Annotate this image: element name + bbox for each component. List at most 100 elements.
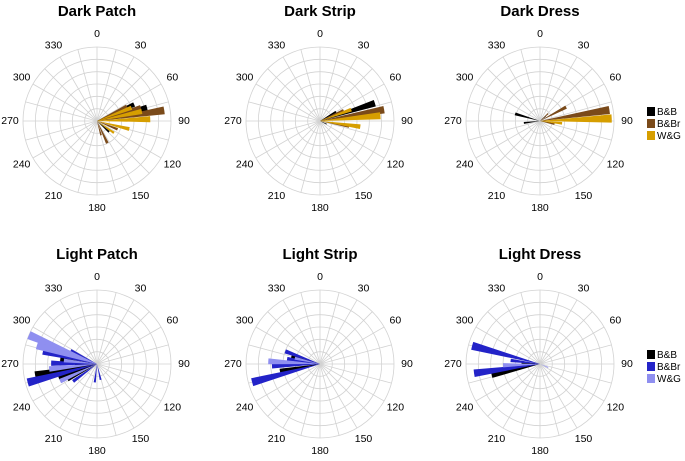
grid-spoke	[96, 344, 169, 365]
series-group	[540, 105, 610, 125]
polar-bar	[540, 105, 567, 121]
grid-spoke	[248, 101, 321, 122]
grid-spoke	[77, 120, 98, 193]
legend-swatch	[647, 131, 655, 140]
grid-spoke	[25, 120, 98, 141]
grid-spoke	[282, 120, 321, 186]
angle-tick-label: 0	[317, 28, 323, 40]
chart-legends: B&BB&BrW&GB&BB&BrW&G	[647, 107, 681, 385]
grid-spoke	[319, 363, 358, 429]
grid-spoke	[300, 363, 321, 436]
polar-bar	[320, 121, 350, 128]
angle-tick-label: 180	[88, 202, 106, 214]
polar-bar	[540, 106, 610, 121]
angle-tick-label: 0	[94, 271, 100, 283]
legend-label: B&B	[657, 350, 677, 361]
angle-tick-label: 120	[607, 401, 625, 413]
grid-spoke	[77, 49, 98, 122]
panel-title: Light Strip	[283, 246, 358, 263]
legend-label: B&Br	[657, 119, 681, 130]
grid-spoke	[475, 326, 541, 365]
angle-tick-label: 150	[575, 190, 593, 202]
angle-tick-label: 270	[444, 115, 462, 127]
angle-tick-label: 270	[224, 358, 242, 370]
grid-spoke	[539, 49, 560, 122]
polar-bar	[97, 121, 130, 131]
polar-panel: Dark Strip 0 30 60 90 120 150 180 210 240 270 300 33…	[224, 3, 413, 214]
angle-tick-label: 150	[355, 433, 373, 445]
polar-bar	[97, 108, 143, 121]
grid-spoke	[96, 363, 150, 417]
grid-spoke	[502, 363, 541, 429]
series-group	[97, 105, 151, 134]
angle-tick-label: 300	[456, 71, 474, 83]
grid-spoke	[319, 344, 392, 365]
grid-spoke	[59, 56, 98, 122]
polar-bar	[48, 364, 97, 372]
polar-bar	[510, 358, 540, 364]
polar-bar	[59, 364, 97, 384]
polar-bar	[268, 358, 320, 365]
polar-bar	[63, 358, 97, 364]
polar-bar	[320, 121, 327, 125]
grid-spoke	[502, 120, 541, 186]
grid-spoke	[539, 120, 593, 174]
polar-bar	[97, 121, 102, 136]
grid-spoke	[539, 120, 560, 193]
grid-spoke	[539, 120, 605, 159]
grid-spoke	[520, 363, 541, 436]
grid-spoke	[282, 56, 321, 122]
legend-label: W&G	[657, 374, 681, 385]
panel-title: Light Dress	[499, 246, 582, 263]
polar-bar	[320, 107, 352, 121]
polar-bar	[284, 349, 320, 364]
angle-tick-label: 210	[268, 190, 286, 202]
polar-bar	[93, 364, 97, 383]
polar-bar	[97, 121, 109, 144]
polar-bar	[540, 113, 549, 121]
grid-spoke	[319, 363, 385, 402]
grid-spoke	[32, 83, 98, 122]
panel-title: Dark Dress	[500, 3, 579, 20]
angle-tick-label: 120	[387, 401, 405, 413]
polar-bar	[540, 121, 563, 125]
grid-spoke	[96, 326, 162, 365]
grid-spoke	[248, 120, 321, 141]
angle-tick-label: 150	[132, 433, 150, 445]
polar-panel: Dark Dress 0 30 60 90 120 150 180 210 240 270 300 33…	[444, 3, 633, 214]
angle-tick-label: 60	[167, 71, 179, 83]
grid-spoke	[255, 326, 321, 365]
grid-spoke	[520, 292, 541, 365]
grid-spoke	[300, 120, 321, 193]
polar-bar	[473, 364, 540, 378]
grid-spoke	[487, 311, 541, 365]
grid-spoke	[539, 363, 612, 384]
grid-spoke	[539, 363, 593, 417]
angle-tick-label: 210	[268, 433, 286, 445]
angle-tick-label: 270	[444, 358, 462, 370]
angle-tick-label: 300	[236, 314, 254, 326]
polar-bar	[26, 364, 97, 387]
legend-label: B&Br	[657, 362, 681, 373]
panel-title: Light Patch	[56, 246, 138, 263]
polar-bar	[97, 116, 151, 123]
polar-bar	[523, 121, 540, 124]
grid-spoke	[502, 299, 541, 365]
angle-tick-label: 330	[268, 282, 286, 294]
grid-spoke	[539, 120, 578, 186]
angle-tick-label: 0	[537, 28, 543, 40]
polar-bar	[294, 356, 320, 364]
angle-tick-label: 30	[358, 39, 370, 51]
grid-spoke	[487, 68, 541, 122]
grid-spoke	[475, 120, 541, 159]
grid-spoke	[539, 363, 578, 429]
angle-tick-label: 150	[575, 433, 593, 445]
polar-bar	[320, 121, 361, 129]
grid-spoke	[96, 56, 135, 122]
grid-spoke	[539, 56, 578, 122]
angle-tick-label: 330	[45, 39, 63, 51]
chart-panels: Dark Patch030609012015018021024027030033…	[1, 3, 633, 457]
grid-spoke	[319, 363, 373, 417]
angle-tick-label: 60	[167, 314, 179, 326]
